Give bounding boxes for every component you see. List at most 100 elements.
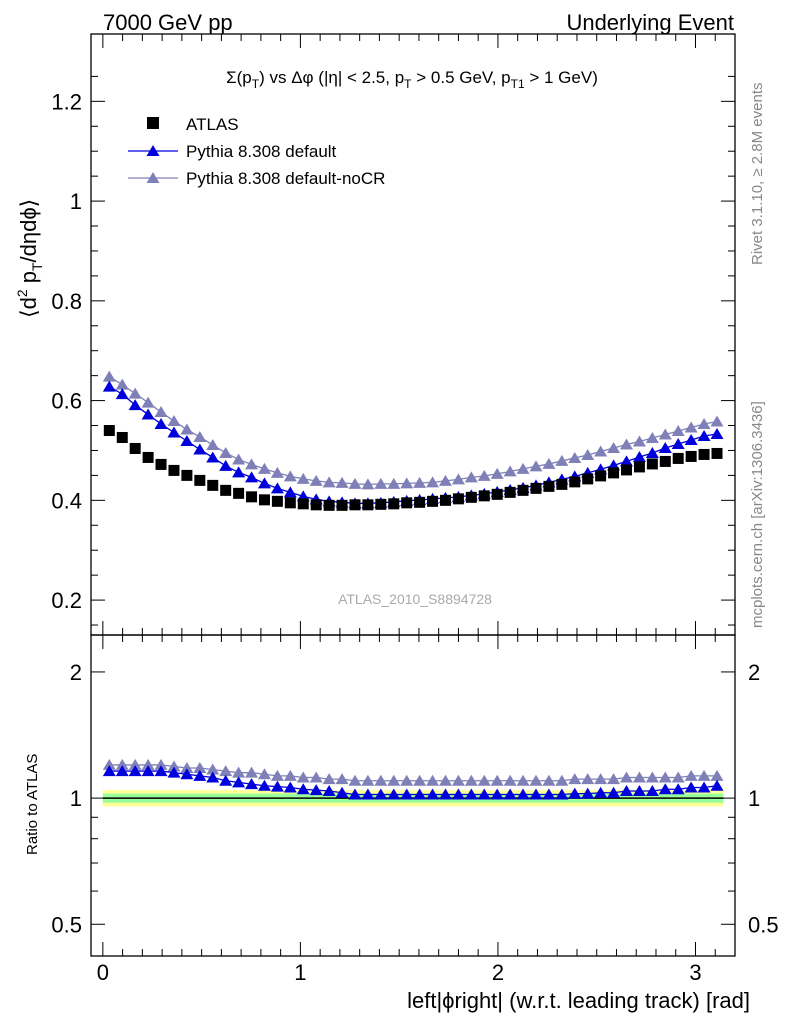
ratio-point-1 [154, 758, 168, 770]
atlas-point [582, 473, 594, 485]
ratio-point-0 [594, 786, 608, 798]
atlas-point [310, 499, 322, 511]
ratio-tick-label-left: 0.5 [51, 912, 82, 937]
atlas-point [698, 448, 710, 460]
atlas-point [427, 495, 439, 507]
x-tick-label: 1 [294, 960, 306, 985]
series-point-2 [206, 438, 220, 450]
y-tick-label: 1 [70, 189, 82, 214]
ratio-point-1 [180, 761, 194, 773]
series-point-1 [141, 408, 155, 420]
atlas-point [439, 494, 451, 506]
ratio-point-0 [632, 784, 646, 796]
series-point-2 [193, 430, 207, 442]
atlas-point [685, 450, 697, 462]
series-point-2 [477, 469, 491, 481]
ratio-point-0 [102, 765, 116, 777]
ratio-y-axis-label: Ratio to ATLAS [24, 754, 41, 855]
series-point-2 [503, 465, 517, 477]
ratio-point-1 [684, 769, 698, 781]
ratio-point-0 [413, 788, 427, 800]
ratio-point-0 [154, 765, 168, 777]
ratio-point-1 [542, 774, 556, 786]
ratio-point-0 [335, 786, 349, 798]
atlas-point [414, 496, 426, 508]
ratio-point-1 [102, 758, 116, 770]
atlas-point [220, 484, 232, 496]
ratio-point-1 [193, 761, 207, 773]
series-point-1 [128, 399, 142, 411]
series-point-1 [710, 428, 724, 440]
ratio-point-0 [451, 788, 465, 800]
ratio-point-0 [516, 788, 530, 800]
ratio-point-0 [296, 783, 310, 795]
series-point-2 [348, 477, 362, 489]
ratio-point-0 [710, 779, 724, 791]
atlas-point [297, 498, 309, 510]
ratio-point-1 [309, 771, 323, 783]
series-point-2 [387, 477, 401, 489]
series-point-2 [361, 478, 375, 490]
atlas-point [491, 488, 503, 500]
legend-marker-nocr [146, 172, 160, 183]
series-point-2 [180, 423, 194, 435]
x-tick-label: 0 [97, 960, 109, 985]
plot-title: Σ(pT) vs Δφ (|η| < 2.5, pT > 0.5 GeV, pT… [226, 68, 598, 91]
ratio-point-0 [542, 788, 556, 800]
ratio-point-0 [361, 788, 375, 800]
mcplots-label: mcplots.cern.ch [arXiv:1306.3436] [749, 401, 766, 628]
legend-marker-default [146, 145, 160, 156]
series-point-1 [180, 434, 194, 446]
series-point-2 [167, 415, 181, 427]
atlas-point [620, 464, 632, 476]
series-point-2 [619, 438, 633, 450]
series-point-1 [102, 380, 116, 392]
atlas-point [129, 442, 141, 454]
ratio-point-0 [426, 788, 440, 800]
ratio-point-0 [283, 781, 297, 793]
ratio-point-0 [529, 788, 543, 800]
ratio-point-1 [607, 773, 621, 785]
atlas-point [633, 461, 645, 473]
ratio-point-1 [219, 765, 233, 777]
main-panel: 0.2 0.4 0.6 0.8 1 1.2 [51, 33, 736, 636]
ratio-point-1 [257, 768, 271, 780]
series-point-2 [464, 471, 478, 483]
ratio-point-1 [529, 774, 543, 786]
y-tick-label: 0.2 [51, 588, 82, 613]
atlas-point [530, 482, 542, 494]
ratio-point-1 [710, 769, 724, 781]
ratio-point-1 [464, 774, 478, 786]
series-point-2 [400, 477, 414, 489]
series-point-2 [257, 462, 271, 474]
series-point-2 [490, 467, 504, 479]
series-point-2 [529, 460, 543, 472]
ratio-point-0 [555, 788, 569, 800]
header-right-title: Underlying Event [566, 10, 734, 35]
rivet-label: Rivet 3.1.10, ≥ 2.8M events [749, 83, 766, 266]
ratio-point-1 [568, 773, 582, 785]
x-tick-label: 2 [492, 960, 504, 985]
series-point-2 [710, 415, 724, 427]
atlas-point [258, 494, 270, 506]
series-point-2 [245, 458, 259, 470]
ratio-point-0 [464, 788, 478, 800]
ratio-point-0 [619, 784, 633, 796]
ratio-tick-label-left: 1 [70, 786, 82, 811]
ratio-point-0 [503, 788, 517, 800]
atlas-point [284, 497, 296, 509]
series-point-1 [658, 441, 672, 453]
series-point-2 [594, 445, 608, 457]
ratio-point-1 [490, 774, 504, 786]
series-point-1 [697, 429, 711, 441]
series-point-2 [671, 425, 685, 437]
ratio-point-1 [645, 771, 659, 783]
atlas-point [556, 478, 568, 490]
atlas-point [595, 470, 607, 482]
series-point-2 [645, 431, 659, 443]
legend: ATLAS Pythia 8.308 default Pythia 8.308 … [128, 115, 385, 188]
legend-label-nocr: Pythia 8.308 default-noCR [186, 169, 385, 188]
series-point-1 [115, 388, 129, 400]
ratio-point-0 [607, 786, 621, 798]
atlas-point [181, 469, 193, 481]
